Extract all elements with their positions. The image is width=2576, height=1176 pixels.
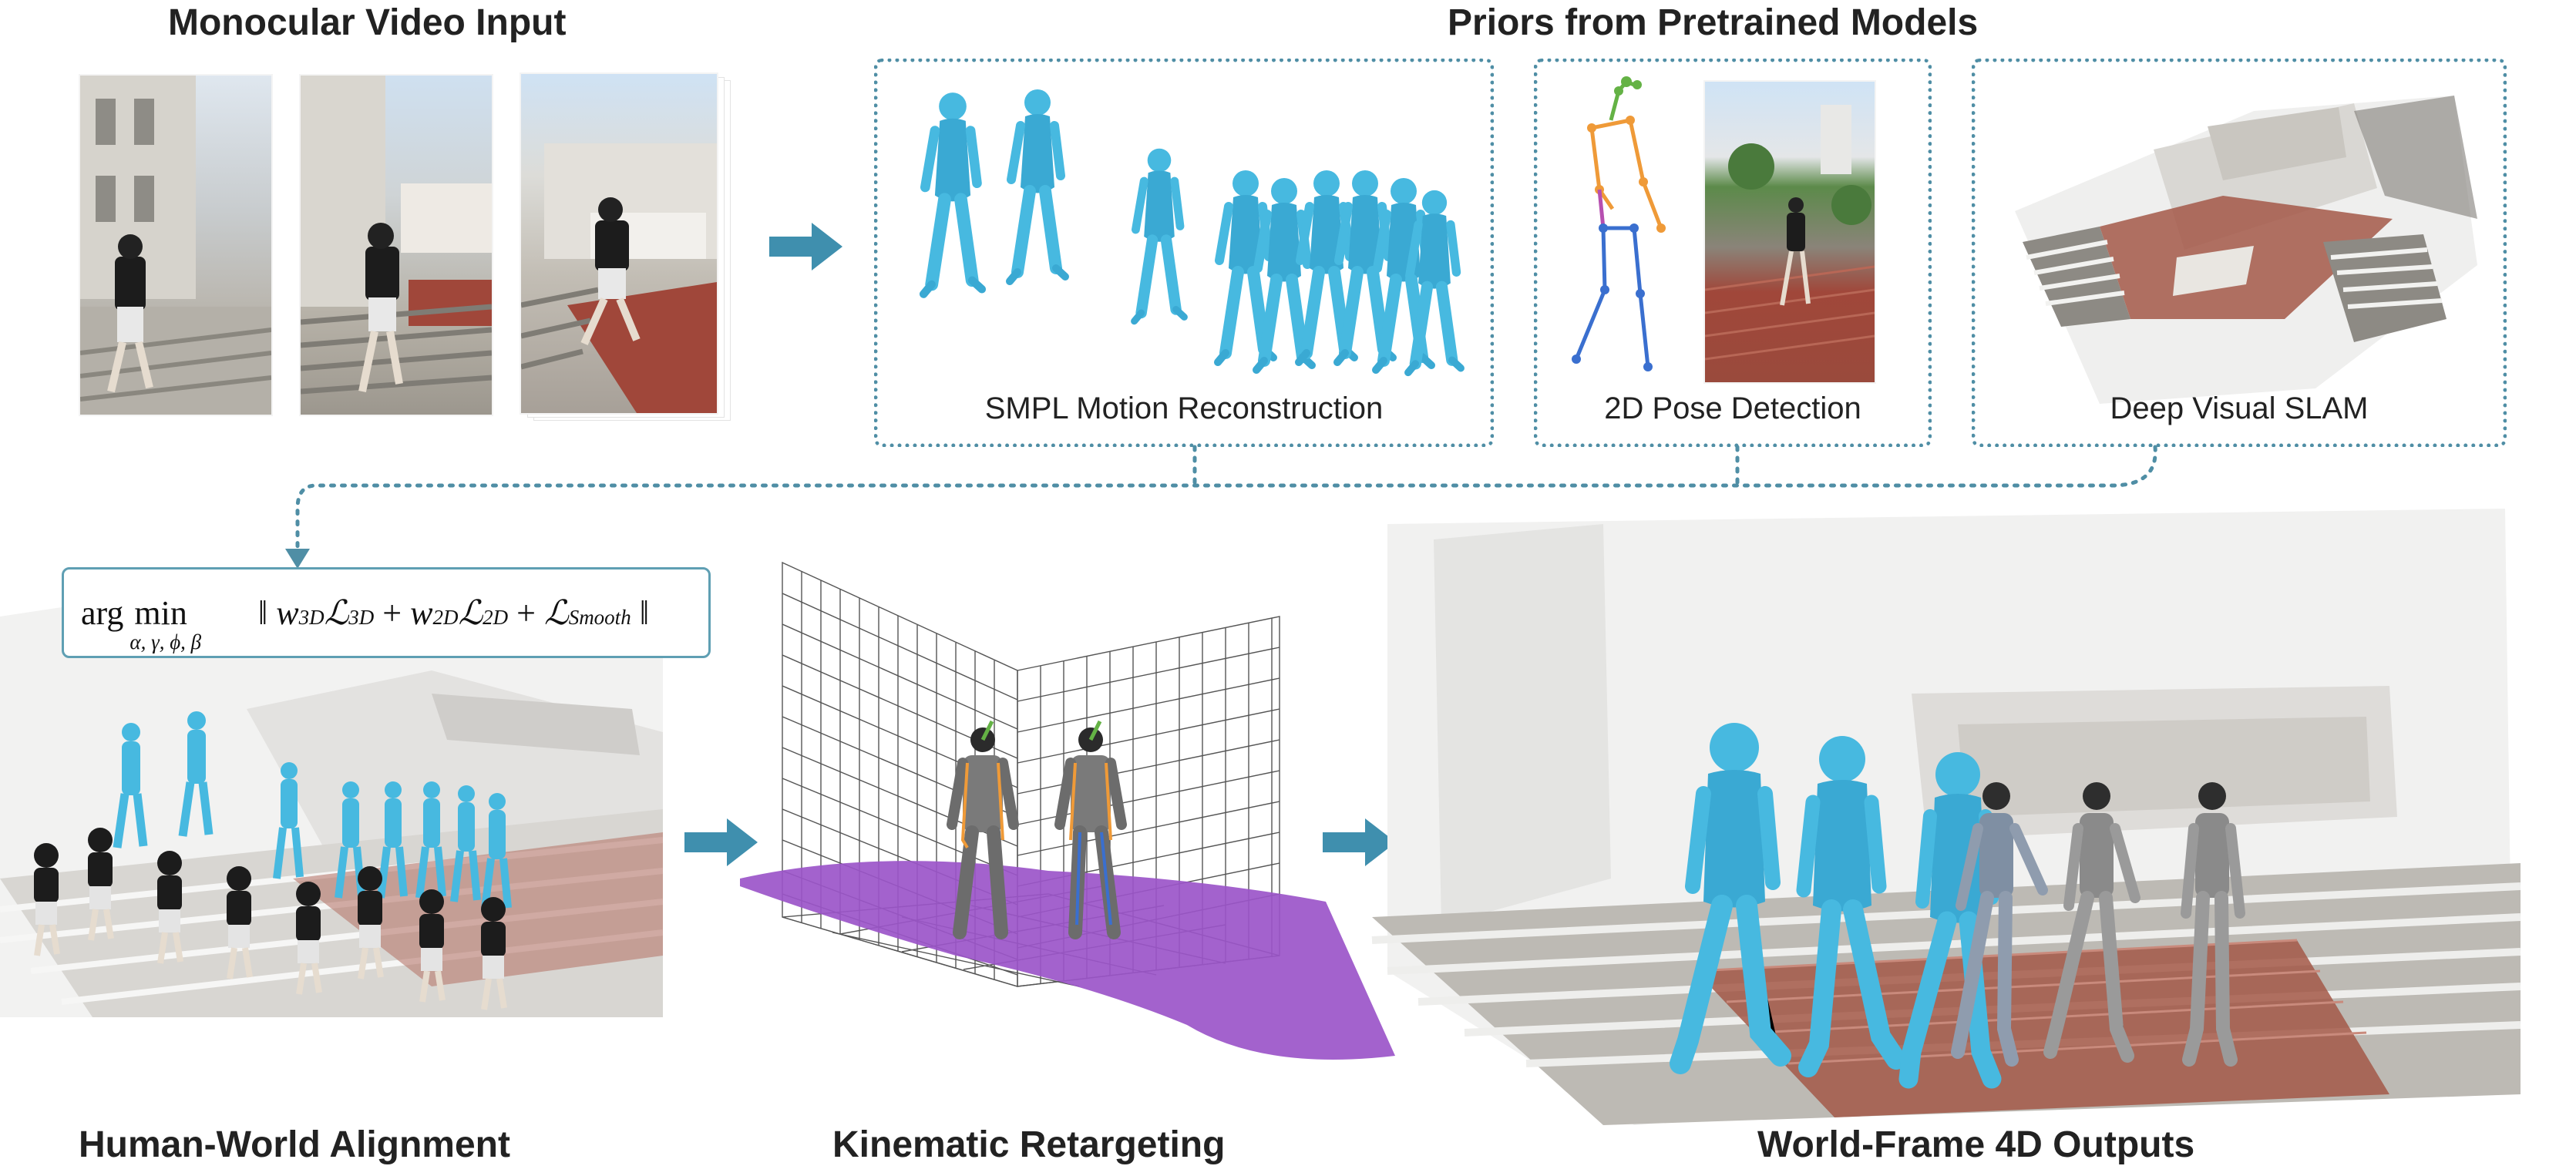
formula-min-limits: α, γ, ϕ, β bbox=[129, 630, 202, 654]
heading-monocular-video-input: Monocular Video Input bbox=[168, 2, 567, 43]
video-frame-3 bbox=[521, 74, 717, 413]
optimization-objective: arg min α, γ, ϕ, β ‖ w3Dℒ3D + w2Dℒ2D + ℒ… bbox=[62, 567, 711, 658]
heading-world-frame-4d-outputs: World-Frame 4D Outputs bbox=[1757, 1124, 2195, 1165]
arrow-retargeting-to-outputs bbox=[1323, 818, 1396, 866]
caption-2d-pose-detection: 2D Pose Detection bbox=[1604, 391, 1861, 425]
alignment-human-meshes bbox=[113, 711, 512, 910]
output-human-meshes bbox=[1670, 723, 2002, 1089]
arrow-video-to-priors bbox=[769, 223, 842, 270]
heading-human-world-alignment: Human-World Alignment bbox=[79, 1124, 510, 1165]
output-robots bbox=[1951, 782, 2245, 1067]
visual-slam-panel bbox=[1972, 59, 2507, 447]
formula-norm-body: ‖ w3Dℒ3D + w2Dℒ2D + ℒSmooth ‖ bbox=[257, 593, 650, 632]
alignment-real-humans bbox=[34, 828, 507, 1010]
pose-detection-photo bbox=[1705, 82, 1875, 382]
human-world-alignment-scene bbox=[0, 570, 664, 1017]
smpl-reconstruction-panel bbox=[874, 59, 1494, 447]
formula-min: min bbox=[134, 593, 187, 632]
video-frame-2 bbox=[301, 76, 492, 415]
retargeted-robots bbox=[947, 720, 1127, 939]
priors-to-optimization-connector bbox=[285, 445, 2157, 569]
heading-priors-from-pretrained-models: Priors from Pretrained Models bbox=[1448, 2, 1979, 43]
world-frame-4d-scene bbox=[1371, 509, 2521, 1125]
retargeting-grid-scene bbox=[740, 561, 1395, 1060]
heading-kinematic-retargeting: Kinematic Retargeting bbox=[832, 1124, 1226, 1165]
slam-point-cloud bbox=[2015, 96, 2477, 404]
video-frame-1 bbox=[80, 76, 271, 415]
caption-smpl-motion-reconstruction: SMPL Motion Reconstruction bbox=[984, 391, 1384, 425]
caption-deep-visual-slam: Deep Visual SLAM bbox=[2110, 391, 2369, 425]
pose-skeleton bbox=[1572, 76, 1666, 371]
formula-min-operator: min α, γ, ϕ, β bbox=[129, 593, 201, 654]
arrow-alignment-to-retargeting bbox=[684, 818, 758, 866]
pose-detection-panel bbox=[1534, 59, 1932, 447]
terrain-mesh bbox=[740, 861, 1395, 1060]
formula-arg: arg bbox=[81, 593, 124, 632]
